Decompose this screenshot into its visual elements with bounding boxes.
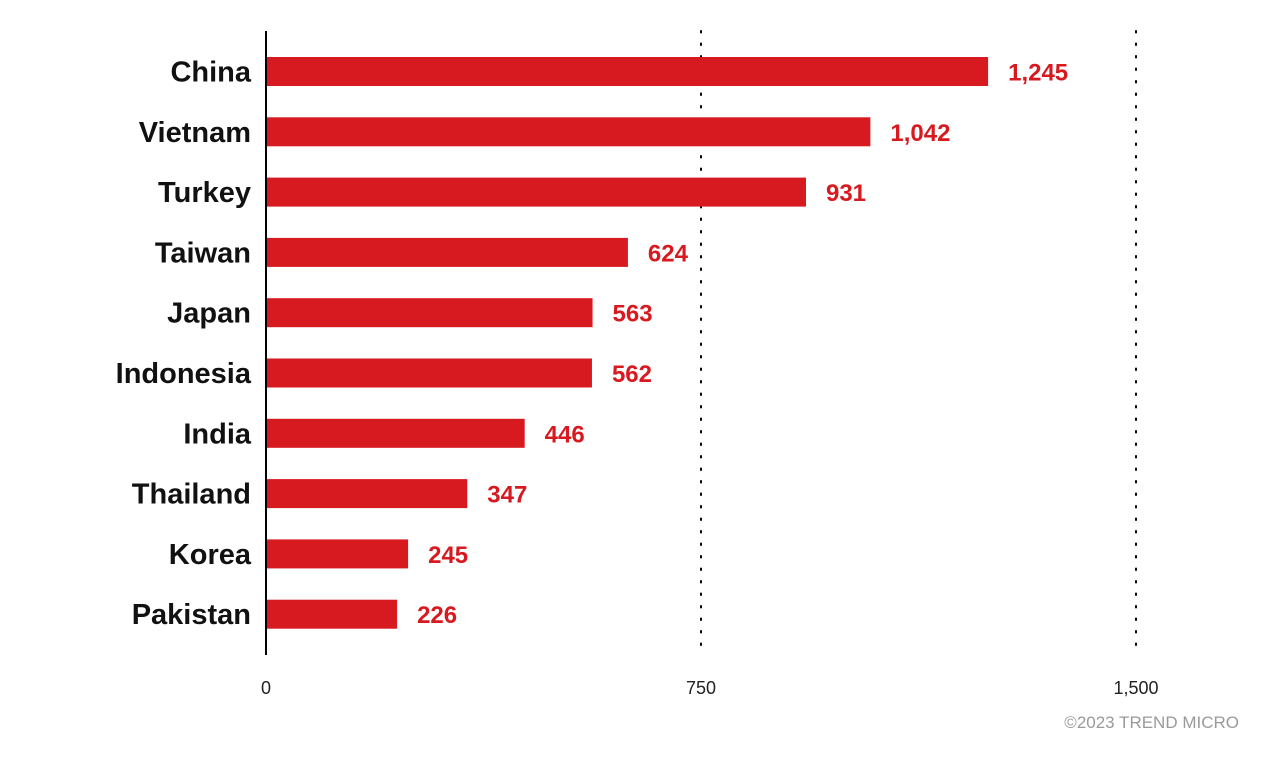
bar-taiwan [266,237,628,267]
x-tick-label-0: 0 [261,678,271,698]
category-label-india: India [183,418,252,450]
bars [266,57,989,629]
category-label-thailand: Thailand [132,479,251,511]
bar-india [266,418,525,448]
bar-indonesia [266,358,592,388]
bar-japan [266,298,593,328]
bar-china [266,57,989,86]
category-label-indonesia: Indonesia [116,358,252,390]
value-labels: 1,245 1,042 931 624 563 562 446 347 245 226 [417,60,1068,630]
value-label-vietnam: 1,042 [890,120,950,147]
category-label-pakistan: Pakistan [132,599,251,631]
category-label-taiwan: Taiwan [155,237,251,269]
value-label-china: 1,245 [1008,60,1068,87]
category-label-korea: Korea [169,539,252,571]
bar-turkey [266,177,806,207]
category-label-vietnam: Vietnam [139,117,251,149]
category-label-turkey: Turkey [158,177,251,209]
bar-korea [266,539,409,569]
bar-thailand [266,479,468,509]
x-tick-label-2: 1,500 [1113,678,1158,698]
copyright-note: ©2023 TREND MICRO [1064,713,1239,732]
value-label-thailand: 347 [487,482,527,509]
gridlines [700,30,1137,656]
category-labels: China Vietnam Turkey Taiwan Japan Indonesia In… [116,57,252,632]
x-tick-label-1: 750 [686,678,716,698]
value-label-japan: 563 [613,301,653,328]
value-label-indonesia: 562 [612,361,652,388]
value-label-taiwan: 624 [648,240,689,267]
value-label-turkey: 931 [826,180,866,207]
value-label-india: 446 [545,421,585,448]
value-label-pakistan: 226 [417,602,457,629]
bar-pakistan [266,599,398,629]
category-label-japan: Japan [167,298,251,330]
category-label-china: China [170,57,251,89]
value-label-korea: 245 [428,542,468,569]
x-axis-ticks: 0 750 1,500 [261,678,1159,698]
bar-vietnam [266,117,871,147]
